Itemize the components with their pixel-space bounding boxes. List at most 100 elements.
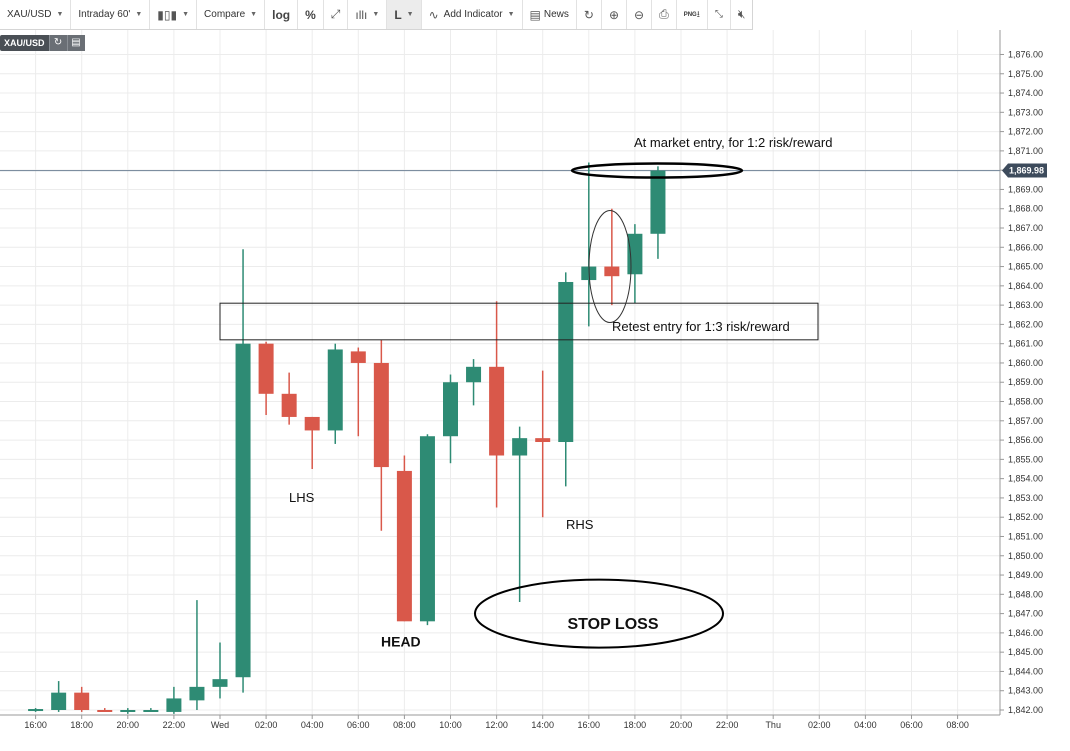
candle-body-up (558, 281, 574, 443)
candle-body-up (419, 436, 435, 622)
volume-bars-icon: ıllı (355, 7, 368, 22)
interval-selector[interactable]: Intraday 60' ▼ (71, 0, 151, 29)
candle-body-up (51, 692, 67, 710)
annotation-market-entry: At market entry, for 1:2 risk/reward (634, 135, 832, 150)
refresh-button[interactable]: ↻ (577, 0, 602, 29)
y-tick-label: 1,869.00 (1008, 184, 1043, 194)
candle-body-down (258, 343, 274, 394)
zoom-in-button[interactable]: ⊕ (602, 0, 628, 29)
candle-body-up (512, 438, 528, 456)
y-tick-label: 1,871.00 (1008, 146, 1043, 156)
symbol-label: XAU/USD (7, 9, 52, 20)
x-tick-label: Wed (211, 720, 229, 730)
candle-body-up (327, 349, 343, 431)
reload-icon[interactable]: ↻ (48, 35, 67, 51)
chevron-down-icon: ▼ (250, 11, 258, 18)
candle-body-up (189, 686, 205, 701)
y-tick-label: 1,874.00 (1008, 88, 1043, 98)
y-tick-label: 1,872.00 (1008, 127, 1043, 137)
add-indicator-button[interactable]: ∿ Add Indicator ▼ (422, 0, 523, 29)
percent-scale-button[interactable]: % (298, 0, 324, 29)
png-label: PNG (683, 11, 697, 18)
y-tick-label: 1,858.00 (1008, 397, 1043, 407)
x-tick-label: 22:00 (716, 720, 739, 730)
chart-type-selector[interactable]: ▮▯▮ ▼ (150, 0, 198, 29)
candle-body-up (466, 366, 482, 383)
chart-toolbar: XAU/USD ▼ Intraday 60' ▼ ▮▯▮ ▼ Compare ▼ log… (0, 0, 753, 30)
export-png-button[interactable]: PNG ⭳ (677, 0, 708, 29)
candle-body-up (28, 709, 44, 712)
mute-button[interactable]: 🔇︎ (731, 0, 753, 29)
chevron-down-icon: ▼ (372, 11, 380, 18)
y-tick-label: 1,860.00 (1008, 358, 1043, 368)
chevron-down-icon: ▼ (135, 11, 143, 18)
settings-icon[interactable]: ▤ (66, 35, 85, 51)
indicator-icon: ∿ (428, 7, 439, 22)
newspaper-icon: ▤ (529, 7, 541, 22)
y-tick-label: 1,875.00 (1008, 69, 1043, 79)
legend-symbol: XAU/USD (0, 35, 49, 51)
candle-body-up (143, 710, 159, 712)
line-mode-label: L (394, 7, 402, 22)
annotation-retest-entry: Retest entry for 1:3 risk/reward (612, 319, 790, 334)
annotation-head: HEAD (381, 633, 421, 649)
x-tick-label: 06:00 (900, 720, 923, 730)
x-tick-label: Thu (765, 720, 781, 730)
retest-ellipse (588, 210, 632, 324)
symbol-selector[interactable]: XAU/USD ▼ (0, 0, 72, 29)
x-tick-label: 02:00 (808, 720, 831, 730)
x-tick-label: 12:00 (485, 720, 508, 730)
stop-loss-ellipse (474, 578, 724, 649)
candle-body-down (535, 438, 551, 443)
y-tick-label: 1,845.00 (1008, 647, 1043, 657)
y-tick-label: 1,864.00 (1008, 281, 1043, 291)
chevron-down-icon: ▼ (406, 11, 414, 18)
candle-body-up (166, 698, 182, 712)
x-tick-label: 14:00 (531, 720, 554, 730)
annotation-rhs: RHS (566, 517, 594, 532)
y-tick-label: 1,848.00 (1008, 589, 1043, 599)
last-price-tag (1002, 163, 1047, 178)
candle-body-up (627, 233, 643, 275)
volume-button[interactable]: ıllı ▼ (348, 0, 388, 29)
y-tick-label: 1,873.00 (1008, 107, 1043, 117)
market-entry-ellipse (570, 162, 744, 179)
x-tick-label: 22:00 (163, 720, 186, 730)
draw-tool-button[interactable]: ⤢ (324, 0, 349, 29)
log-scale-button[interactable]: log (265, 0, 299, 29)
candle-body-down (304, 416, 320, 431)
x-tick-label: 20:00 (117, 720, 140, 730)
candle-body-up (650, 170, 666, 234)
y-tick-label: 1,866.00 (1008, 242, 1043, 252)
trendline-icon: ⤢ (330, 7, 341, 21)
x-tick-label: 02:00 (255, 720, 278, 730)
candlestick-icon: ▮▯▮ (157, 7, 178, 22)
annotation-stop-loss: STOP LOSS (568, 616, 659, 633)
news-button[interactable]: ▤ News (523, 0, 577, 29)
x-tick-label: 06:00 (347, 720, 370, 730)
fullscreen-button[interactable]: ⤡ (708, 0, 731, 29)
y-tick-label: 1,842.00 (1008, 705, 1043, 715)
candle-body-down (604, 266, 620, 277)
candle-body-down (489, 366, 505, 456)
y-tick-label: 1,853.00 (1008, 493, 1043, 503)
printer-icon: ⎙ (659, 7, 669, 21)
grid-lines (0, 30, 1000, 715)
y-tick-label: 1,854.00 (1008, 474, 1043, 484)
candle-body-up (443, 382, 458, 437)
y-tick-label: 1,847.00 (1008, 609, 1043, 619)
y-tick-label: 1,856.00 (1008, 435, 1043, 445)
compare-button[interactable]: Compare ▼ (197, 0, 266, 29)
price-chart[interactable]: 1,842.00 1,843.00 1,844.00 1,845.00 1,846.00… (0, 30, 1070, 751)
symbol-legend: XAU/USD ↻ ▤ (0, 35, 85, 51)
y-tick-label: 1,865.00 (1008, 262, 1043, 272)
y-tick-label: 1,863.00 (1008, 300, 1043, 310)
x-tick-label: 16:00 (578, 720, 601, 730)
candle-body-up (235, 343, 251, 678)
last-price-label: 1,869.98 (1009, 166, 1044, 176)
print-button[interactable]: ⎙ (652, 0, 677, 29)
line-mode-button[interactable]: L ▼ (387, 0, 422, 29)
y-tick-label: 1,867.00 (1008, 223, 1043, 233)
candle-body-down (373, 362, 389, 468)
zoom-out-button[interactable]: ⊖ (627, 0, 653, 29)
